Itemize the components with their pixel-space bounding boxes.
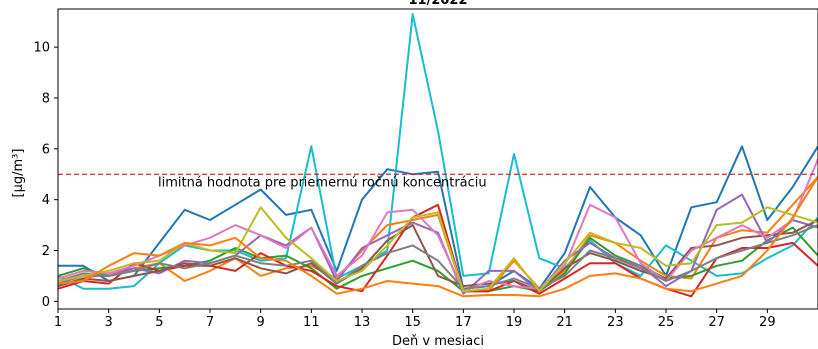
x-tick-label-15: 15	[404, 315, 421, 330]
series-line-11	[58, 176, 818, 298]
y-tick-label-10: 10	[33, 41, 50, 56]
series-group	[58, 13, 818, 298]
series-line-5	[58, 203, 818, 298]
x-tick-label-23: 23	[607, 315, 624, 330]
y-tick-label-0: 0	[42, 295, 50, 310]
threshold-label: limitná hodnota pre priemernú ročnú konc…	[158, 175, 487, 190]
series-line-8	[58, 158, 818, 293]
series-line-7	[58, 219, 818, 293]
x-tick-label-3: 3	[105, 315, 113, 330]
x-tick-label-11: 11	[303, 315, 320, 330]
x-axis-label: Deň v mesiaci	[392, 334, 484, 349]
y-tick-label-2: 2	[42, 244, 50, 259]
plot-layer: limitná hodnota pre priemernú ročnú konc…	[33, 8, 818, 330]
chart-title: 11/2022	[408, 0, 467, 8]
axes-frame	[57, 8, 818, 310]
series-line-1	[58, 145, 818, 290]
x-tick-label-7: 7	[206, 315, 214, 330]
y-tick-label-6: 6	[42, 142, 50, 157]
x-tick-label-1: 1	[54, 315, 62, 330]
x-tick-label-9: 9	[257, 315, 265, 330]
x-tick-label-13: 13	[354, 315, 371, 330]
y-axis-label: [μg/m³]	[11, 149, 26, 198]
x-tick-label-19: 19	[506, 315, 523, 330]
x-tick-label-5: 5	[155, 315, 163, 330]
series-line-9	[58, 224, 818, 290]
x-tick-label-29: 29	[759, 315, 776, 330]
y-tick-label-4: 4	[42, 193, 50, 208]
x-tick-label-25: 25	[658, 315, 675, 330]
x-tick-label-21: 21	[556, 315, 573, 330]
y-tick-label-8: 8	[42, 91, 50, 106]
x-tick-label-17: 17	[455, 315, 472, 330]
x-tick-label-27: 27	[708, 315, 725, 330]
